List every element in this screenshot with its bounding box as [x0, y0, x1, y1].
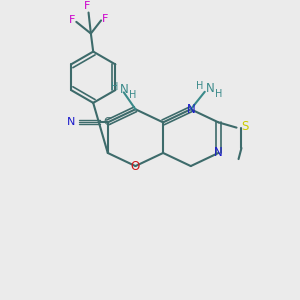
- Text: N: N: [186, 103, 195, 116]
- Text: O: O: [131, 160, 140, 172]
- Text: H: H: [129, 90, 137, 100]
- Text: S: S: [242, 120, 249, 133]
- Text: F: F: [84, 1, 90, 11]
- Text: C: C: [103, 117, 111, 127]
- Text: H: H: [215, 89, 222, 99]
- Text: N: N: [120, 83, 129, 96]
- Text: N: N: [206, 82, 214, 95]
- Text: F: F: [102, 14, 109, 24]
- Text: H: H: [196, 81, 203, 91]
- Text: N: N: [67, 117, 76, 127]
- Text: F: F: [69, 15, 75, 26]
- Text: N: N: [214, 146, 223, 160]
- Text: H: H: [111, 82, 119, 92]
